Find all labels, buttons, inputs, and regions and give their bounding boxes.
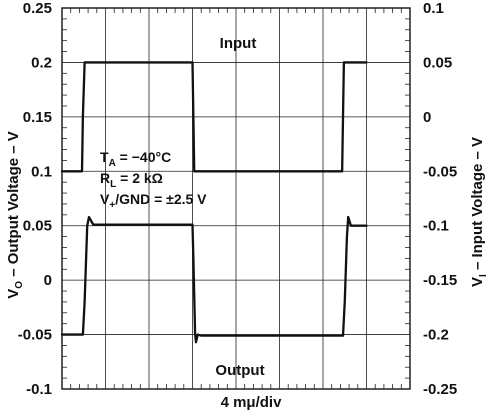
left-tick-label: 0.2 [31,54,52,71]
left-axis-label-subscript: O [14,281,25,289]
right-axis-label-text: – Input Voltage – V [469,137,486,274]
right-axis-label-symbol: V [469,277,486,287]
right-tick-label: -0.1 [423,218,449,235]
left-tick-label: -0.05 [18,327,52,344]
left-tick-labels: 0.25 0.2 0.15 0.1 0.05 0 -0.05 -0.1 [18,0,52,398]
condition-supply-text: /GND = ±2.5 V [115,191,207,207]
right-tick-label: 0.05 [423,54,452,71]
left-tick-label: 0.25 [23,0,52,17]
series-layer [60,61,368,344]
right-tick-label: 0.1 [423,0,444,17]
condition-ta-text: = −40°C [116,149,171,165]
right-axis-label: VI – Input Voltage – V [469,137,487,287]
condition-ta-subscript: A [109,158,116,169]
right-tick-label: 0 [423,109,431,126]
left-tick-label: 0 [44,272,52,289]
condition-supply: V+/GND = ±2.5 V [100,191,207,211]
input-series-line [60,61,368,173]
right-tick-labels: 0.1 0.05 0 -0.05 -0.1 -0.15 -0.2 -0.25 [423,0,457,398]
left-tick-label: -0.1 [26,381,52,398]
condition-ta-symbol: T [100,149,109,165]
left-axis-label-symbol: V [5,289,22,299]
right-tick-label: -0.15 [423,272,457,289]
condition-supply-subscript: + [109,200,115,211]
input-annotation: Input [220,35,257,52]
output-annotation: Output [215,362,264,379]
right-tick-label: -0.25 [423,381,457,398]
condition-supply-symbol: V [100,191,110,207]
condition-rl-subscript: L [110,179,116,190]
left-tick-label: 0.1 [31,163,52,180]
condition-rl-symbol: R [100,170,110,186]
x-axis-label: 4 mμ/div [221,394,283,411]
left-tick-label: 0.05 [23,218,52,235]
left-axis-label-text: – Output Voltage – V [5,131,22,281]
condition-rl: RL = 2 kΩ [100,170,163,190]
right-tick-label: -0.05 [423,163,457,180]
condition-ta: TA = −40°C [100,149,171,169]
left-tick-label: 0.15 [23,109,52,126]
output-series-line [60,215,368,344]
grid-layer [61,7,411,390]
left-axis-label: VO – Output Voltage – V [5,131,25,299]
right-tick-label: -0.2 [423,327,449,344]
condition-rl-text: = 2 kΩ [116,170,163,186]
right-axis-label-subscript: I [478,274,487,277]
